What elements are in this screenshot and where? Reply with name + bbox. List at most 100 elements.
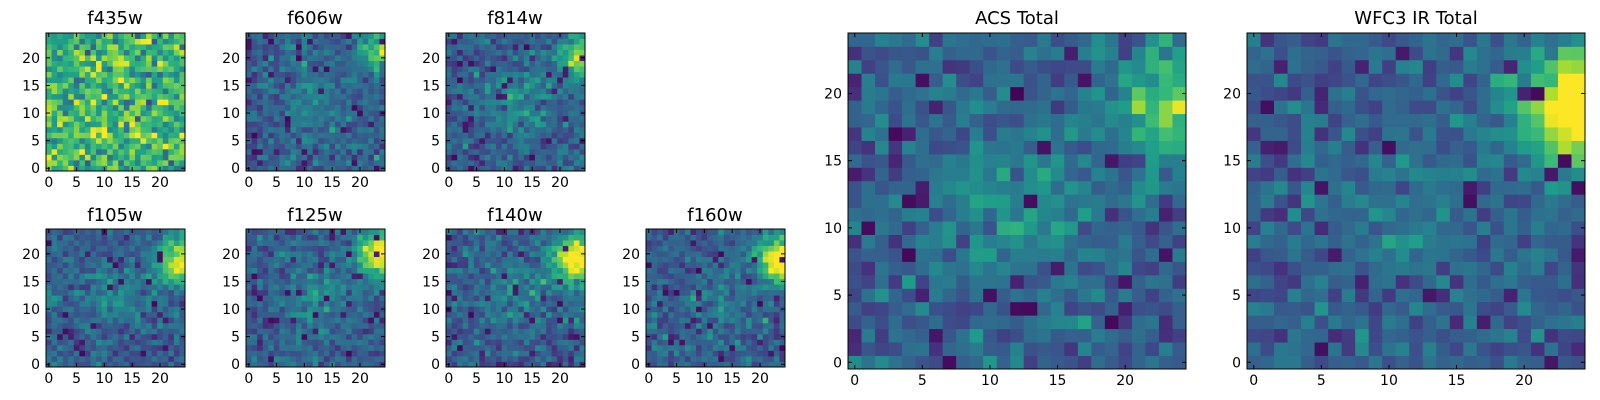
heatmap-cell bbox=[346, 33, 353, 39]
heatmap-cell bbox=[701, 256, 708, 263]
heatmap-cell bbox=[673, 256, 680, 263]
heatmap-cell bbox=[875, 207, 889, 222]
heatmap-cell bbox=[140, 77, 147, 84]
heatmap-cell bbox=[79, 245, 86, 252]
heatmap-cell bbox=[523, 49, 530, 56]
heatmap-cell bbox=[140, 104, 147, 111]
heatmap-cell bbox=[546, 137, 553, 144]
heatmap-cell bbox=[179, 355, 186, 362]
heatmap-cell bbox=[473, 55, 480, 61]
heatmap-cell bbox=[112, 88, 119, 95]
heatmap-cell bbox=[718, 350, 725, 357]
heatmap-cell bbox=[68, 306, 75, 313]
heatmap-cell bbox=[651, 328, 658, 335]
heatmap-cell bbox=[729, 262, 736, 269]
heatmap-cell bbox=[479, 82, 486, 89]
heatmap-cell bbox=[496, 256, 502, 263]
heatmap-cell bbox=[312, 165, 319, 172]
heatmap-cell bbox=[73, 55, 80, 61]
heatmap-cell bbox=[329, 289, 336, 296]
heatmap-cell bbox=[1037, 248, 1052, 262]
heatmap-cell bbox=[284, 300, 291, 307]
heatmap-cell bbox=[357, 38, 364, 45]
heatmap-cell bbox=[446, 71, 452, 78]
heatmap-cell bbox=[848, 261, 862, 276]
heatmap-cell bbox=[679, 234, 686, 241]
heatmap-cell bbox=[373, 267, 380, 274]
heatmap-cell bbox=[1104, 342, 1119, 356]
heatmap-cell bbox=[90, 284, 97, 291]
heatmap-cell bbox=[279, 245, 286, 252]
heatmap-cell bbox=[651, 350, 658, 357]
heatmap-cell bbox=[68, 234, 75, 241]
heatmap-cell bbox=[773, 295, 780, 302]
heatmap-cell bbox=[446, 328, 452, 335]
heatmap-cell bbox=[534, 267, 541, 274]
heatmap-cell bbox=[1145, 180, 1160, 195]
heatmap-cell bbox=[62, 44, 69, 50]
heatmap-cell bbox=[373, 300, 380, 307]
heatmap-cell bbox=[468, 240, 475, 246]
heatmap-cell bbox=[484, 55, 491, 61]
heatmap-cell bbox=[573, 104, 580, 111]
heatmap-cell bbox=[707, 311, 714, 318]
heatmap-cell bbox=[123, 267, 130, 274]
heatmap-cell bbox=[73, 306, 80, 313]
heatmap-cell bbox=[118, 284, 125, 291]
heatmap-cell bbox=[523, 289, 530, 296]
heatmap-cell bbox=[673, 350, 680, 357]
heatmap-cell bbox=[51, 132, 58, 139]
heatmap-cell bbox=[351, 55, 358, 61]
heatmap-cell bbox=[134, 328, 141, 335]
heatmap-cell bbox=[51, 234, 58, 241]
heatmap-cell bbox=[562, 137, 569, 144]
heatmap-cell bbox=[446, 121, 452, 128]
heatmap-cell bbox=[734, 278, 741, 285]
heatmap-cell bbox=[96, 154, 102, 161]
heatmap-cell bbox=[518, 344, 525, 351]
heatmap-cell bbox=[146, 284, 153, 291]
heatmap-cell bbox=[368, 344, 375, 351]
heatmap-cell bbox=[179, 284, 186, 291]
heatmap-cell bbox=[861, 355, 876, 370]
heatmap-cell bbox=[284, 60, 291, 67]
heatmap-cell bbox=[373, 289, 380, 296]
heatmap-cell bbox=[357, 273, 364, 280]
heatmap-cell bbox=[51, 159, 58, 166]
heatmap-cell bbox=[657, 289, 664, 296]
heatmap-cell bbox=[312, 71, 319, 78]
heatmap-cell bbox=[690, 295, 697, 302]
heatmap-cell bbox=[557, 240, 564, 246]
heatmap-cell bbox=[268, 344, 275, 351]
heatmap-cell bbox=[312, 44, 319, 50]
heatmap-cell bbox=[729, 289, 736, 296]
heatmap-cell bbox=[534, 306, 541, 313]
heatmap-cell bbox=[657, 240, 664, 246]
heatmap-cell bbox=[257, 333, 264, 340]
heatmap-cell bbox=[173, 88, 180, 95]
heatmap-cell bbox=[379, 77, 386, 84]
heatmap-cell bbox=[123, 273, 130, 280]
heatmap-cell bbox=[329, 159, 336, 166]
heatmap-cell bbox=[251, 154, 258, 161]
heatmap-cell bbox=[362, 55, 369, 61]
heatmap-cell bbox=[773, 317, 780, 324]
heatmap-cell bbox=[757, 344, 764, 351]
heatmap-cell bbox=[1131, 315, 1146, 330]
heatmap-cell bbox=[329, 311, 336, 318]
heatmap-cell bbox=[357, 317, 364, 324]
heatmap-cell bbox=[329, 306, 336, 313]
heatmap-cell bbox=[579, 284, 586, 291]
heatmap-cell bbox=[301, 121, 308, 128]
heatmap-cell bbox=[134, 300, 141, 307]
heatmap-cell bbox=[1064, 207, 1079, 222]
heatmap-cell bbox=[573, 77, 580, 84]
heatmap-cell bbox=[301, 104, 308, 111]
heatmap-cell bbox=[484, 88, 491, 95]
heatmap-cell bbox=[690, 317, 697, 324]
heatmap-cell bbox=[551, 71, 558, 78]
heatmap-cell bbox=[479, 234, 486, 241]
heatmap-cell bbox=[546, 273, 553, 280]
heatmap-cell bbox=[290, 361, 297, 368]
heatmap-cell bbox=[279, 322, 286, 329]
